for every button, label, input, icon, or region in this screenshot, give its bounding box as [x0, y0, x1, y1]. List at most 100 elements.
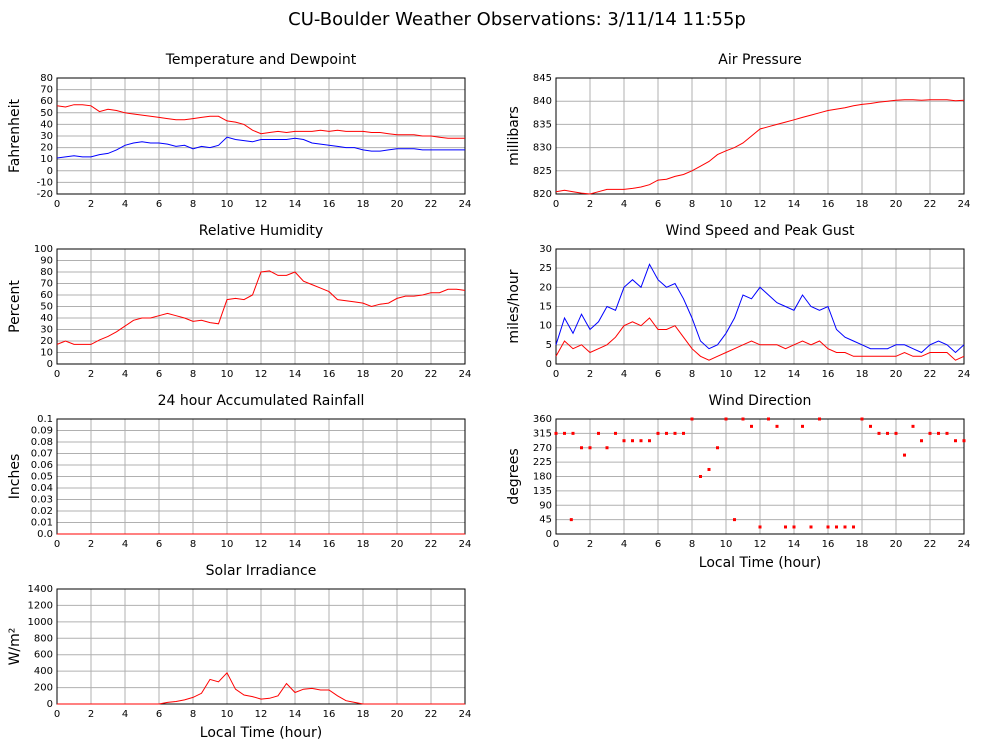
- point: [903, 453, 906, 457]
- point: [639, 439, 643, 443]
- x-tick-label: 12: [754, 199, 767, 210]
- y-tick-label: 45: [539, 515, 552, 526]
- x-tick-label: 4: [621, 199, 627, 210]
- point: [801, 424, 804, 428]
- y-tick-label: 0.02: [31, 506, 53, 517]
- x-tick-label: 24: [459, 709, 472, 720]
- y-tick-label: 90: [40, 256, 53, 267]
- y-tick-label: 0.07: [31, 449, 53, 460]
- x-tick-label: 20: [890, 199, 903, 210]
- y-axis-label: Percent: [7, 280, 23, 333]
- x-tick-label: 2: [587, 199, 593, 210]
- point: [886, 431, 889, 435]
- x-tick-label: 10: [720, 539, 733, 550]
- x-tick-label: 12: [255, 709, 268, 720]
- y-tick-label: 360: [533, 414, 552, 425]
- x-tick-label: 12: [255, 199, 268, 210]
- x-tick-label: 14: [289, 709, 302, 720]
- series-line: [56, 136, 465, 159]
- point: [758, 525, 762, 529]
- x-tick-label: 10: [720, 369, 733, 380]
- x-tick-label: 22: [924, 199, 937, 210]
- point: [767, 417, 770, 421]
- point: [954, 439, 957, 443]
- y-tick-label: 1200: [28, 600, 53, 611]
- y-tick-label: 40: [40, 313, 53, 324]
- plot-frame: [555, 248, 965, 365]
- x-tick-label: 4: [122, 539, 128, 550]
- y-tick-label: 0.03: [31, 495, 53, 506]
- y-tick-label: 20: [539, 282, 552, 293]
- y-tick-label: 40: [40, 119, 53, 130]
- y-tick-label: 1000: [28, 617, 53, 628]
- y-tick-label: 225: [533, 457, 552, 468]
- point: [597, 431, 600, 435]
- x-tick-label: 0: [54, 709, 60, 720]
- x-tick-label: 12: [754, 539, 767, 550]
- y-tick-label: 600: [34, 650, 53, 661]
- x-tick-label: 12: [255, 369, 268, 380]
- y-tick-label: 0.04: [31, 483, 53, 494]
- x-tick-label: 16: [323, 199, 336, 210]
- point: [690, 417, 694, 421]
- x-tick-label: 6: [156, 199, 162, 210]
- point: [818, 417, 821, 421]
- x-tick-label: 14: [289, 539, 302, 550]
- point: [563, 431, 566, 435]
- x-tick-label: 4: [621, 539, 627, 550]
- point: [784, 525, 787, 529]
- y-tick-label: 0: [546, 359, 552, 370]
- y-axis-label: W/m²: [7, 628, 23, 666]
- point: [911, 424, 915, 428]
- x-tick-label: 24: [958, 539, 971, 550]
- x-tick-label: 20: [391, 199, 404, 210]
- y-tick-label: 845: [533, 73, 552, 84]
- point: [631, 439, 634, 443]
- y-tick-label: 0: [47, 359, 53, 370]
- point: [826, 525, 830, 529]
- x-tick-label: 6: [655, 199, 661, 210]
- y-tick-label: 25: [539, 263, 552, 274]
- x-tick-label: 10: [221, 539, 234, 550]
- series-line: [56, 104, 465, 139]
- x-tick-label: 6: [156, 369, 162, 380]
- y-tick-label: 70: [40, 279, 53, 290]
- point: [699, 475, 702, 478]
- x-tick-label: 8: [190, 199, 196, 210]
- x-tick-label: 8: [190, 709, 196, 720]
- y-axis-label: miles/hour: [506, 269, 522, 343]
- y-tick-label: 400: [34, 666, 53, 677]
- point: [614, 431, 617, 435]
- x-tick-label: 2: [587, 369, 593, 380]
- x-tick-label: 10: [720, 199, 733, 210]
- y-tick-label: 70: [40, 85, 53, 96]
- x-tick-label: 0: [553, 199, 559, 210]
- y-tick-label: 315: [533, 428, 552, 439]
- y-tick-label: 5: [546, 340, 552, 351]
- y-tick-label: 100: [34, 244, 53, 255]
- x-tick-label: 4: [122, 709, 128, 720]
- point: [809, 525, 813, 529]
- point: [648, 439, 651, 443]
- point: [928, 431, 932, 435]
- series-line: [57, 671, 465, 705]
- y-axis-label: degrees: [506, 448, 522, 504]
- x-tick-label: 22: [924, 369, 937, 380]
- x-tick-label: 8: [689, 539, 695, 550]
- point: [707, 467, 711, 471]
- x-tick-label: 12: [255, 539, 268, 550]
- y-tick-label: 10: [40, 154, 53, 165]
- point: [741, 417, 745, 421]
- x-tick-label: 10: [221, 199, 234, 210]
- plot-frame: [56, 77, 466, 195]
- x-tick-label: 2: [88, 709, 94, 720]
- x-tick-label: 18: [856, 199, 869, 210]
- chart-title: Wind Speed and Peak Gust: [666, 223, 855, 239]
- x-tick-label: 8: [190, 369, 196, 380]
- x-tick-label: 16: [323, 369, 336, 380]
- y-tick-label: 50: [40, 302, 53, 313]
- series-line: [555, 99, 965, 195]
- x-tick-label: 20: [391, 709, 404, 720]
- x-tick-label: 20: [391, 539, 404, 550]
